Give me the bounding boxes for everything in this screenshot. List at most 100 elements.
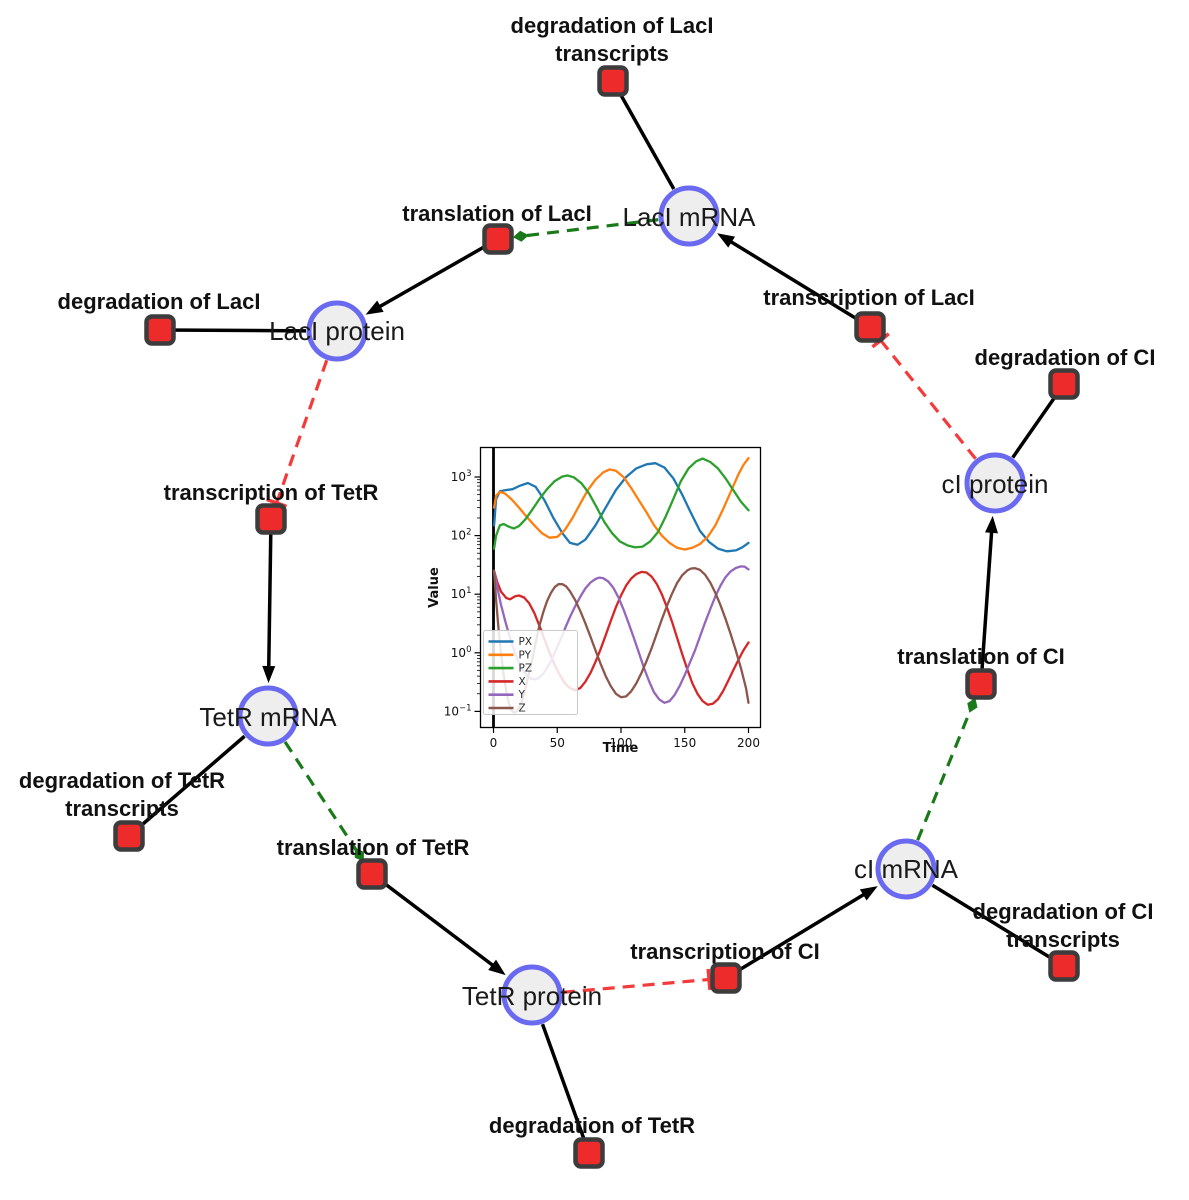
legend-label-Z: Z bbox=[519, 703, 526, 715]
edge-tetr_protein-tc_ci bbox=[562, 968, 712, 994]
edge-laci_protein-deg_laci bbox=[159, 328, 307, 333]
reaction-node-tl_ci bbox=[965, 668, 997, 700]
reaction-label-deg_laci_tx: degradation of LacI bbox=[511, 13, 714, 38]
timeseries-chart: 0 50 100 150 20010−1100101102103TimeValuePXP… bbox=[427, 437, 770, 762]
node-labels: degradation of LacI transcripts translatio… bbox=[19, 13, 1156, 1138]
reaction-label-tc_ci: transcription of CI bbox=[630, 939, 819, 964]
reaction-node-tc_tetr bbox=[255, 503, 287, 535]
species-label-ci_mrna: cI mRNA bbox=[854, 854, 959, 884]
edge-laci_mrna-tl_laci bbox=[512, 218, 659, 242]
edge-tetr_mrna-deg_tetr_tx bbox=[127, 734, 246, 838]
edge-laci_protein-tc_tetr-line bbox=[275, 359, 329, 504]
species-node-ci_mrna bbox=[875, 838, 937, 900]
edge-tl_laci-laci_protein-arrowhead-icon bbox=[365, 300, 384, 315]
reaction-node-tl_laci bbox=[482, 223, 514, 255]
species-node-laci_protein bbox=[306, 300, 368, 362]
edge-tc_ci-ci_mrna-arrowhead-icon bbox=[859, 886, 878, 901]
reaction-label-deg_ci: degradation of CI bbox=[975, 345, 1156, 370]
edge-tl_ci-ci_protein bbox=[979, 515, 999, 685]
species-nodes bbox=[237, 185, 1026, 1026]
edge-ci_protein-tc_laci bbox=[871, 332, 977, 460]
reaction-label-deg_laci_tx: transcripts bbox=[555, 41, 669, 66]
edge-tc_laci-laci_mrna-line bbox=[723, 236, 871, 329]
reaction-label-tl_laci: translation of LacI bbox=[402, 201, 591, 226]
edge-laci_protein-deg_laci-line bbox=[159, 328, 307, 333]
species-node-tetr_mrna bbox=[237, 685, 299, 747]
x-tick-label: 150 bbox=[673, 736, 696, 750]
series-line-X bbox=[492, 569, 750, 706]
reaction-label-tl_ci: translation of CI bbox=[897, 644, 1064, 669]
edge-tl_laci-laci_protein bbox=[365, 237, 499, 315]
reaction-label-deg_ci_tx: transcripts bbox=[1006, 927, 1120, 952]
series-line-PZ bbox=[492, 457, 750, 550]
legend-label-PX: PX bbox=[519, 636, 533, 648]
x-tick-label: 50 bbox=[550, 736, 565, 750]
edge-tetr_protein-deg_tetr-line bbox=[540, 1023, 591, 1154]
edge-tetr_protein-tc_ci-tbar-icon bbox=[706, 968, 712, 991]
reaction-label-deg_tetr_tx: degradation of TetR bbox=[19, 768, 225, 793]
edge-tetr_mrna-tl_tetr-arrowhead-icon bbox=[354, 848, 364, 862]
reaction-label-deg_tetr_tx: transcripts bbox=[65, 796, 179, 821]
edge-ci_mrna-tl_ci-arrowhead-icon bbox=[967, 697, 978, 713]
reaction-node-tc_laci bbox=[854, 311, 886, 343]
edge-tc_tetr-tetr_mrna-arrowhead-icon bbox=[262, 665, 276, 684]
x-axis-label: Time bbox=[603, 741, 639, 756]
edge-tl_tetr-tetr_protein-arrowhead-icon bbox=[488, 959, 506, 976]
edge-tc_laci-laci_mrna bbox=[717, 233, 871, 329]
series-line-PX bbox=[492, 462, 750, 553]
reaction-nodes bbox=[113, 65, 1080, 1169]
edge-ci_mrna-tl_ci-line bbox=[916, 708, 973, 841]
edge-ci_mrna-deg_ci_tx bbox=[931, 883, 1065, 968]
legend-label-Y: Y bbox=[518, 689, 526, 701]
reaction-label-tl_tetr: translation of TetR bbox=[277, 835, 470, 860]
legend-label-PY: PY bbox=[519, 649, 532, 661]
reaction-node-deg_laci bbox=[144, 314, 176, 346]
reaction-label-deg_laci: degradation of LacI bbox=[58, 289, 261, 314]
edge-laci_mrna-tl_laci-arrowhead-icon bbox=[512, 230, 529, 242]
x-tick-label: 0 bbox=[490, 736, 498, 750]
legend-label-X: X bbox=[519, 676, 526, 688]
species-label-laci_mrna: LacI mRNA bbox=[623, 202, 757, 232]
edge-laci_mrna-tl_laci-line bbox=[524, 218, 659, 238]
edge-tl_ci-ci_protein-line bbox=[979, 524, 994, 685]
edge-ci_mrna-tl_ci bbox=[916, 697, 978, 841]
edge-tetr_mrna-tl_tetr-line bbox=[283, 741, 359, 853]
reaction-node-deg_tetr_tx bbox=[113, 820, 145, 852]
species-label-tetr_mrna: TetR mRNA bbox=[199, 702, 337, 732]
species-label-laci_protein: LacI protein bbox=[269, 316, 405, 346]
x-tick-label: 100 bbox=[610, 736, 633, 750]
edge-tc_tetr-tetr_mrna bbox=[262, 518, 276, 684]
reaction-node-tl_tetr bbox=[356, 858, 388, 890]
edge-laci_mrna-deg_laci_tx bbox=[611, 80, 676, 190]
edge-tl_tetr-tetr_protein bbox=[370, 872, 506, 976]
species-node-ci_protein bbox=[964, 452, 1026, 514]
edge-ci_mrna-deg_ci_tx-line bbox=[931, 883, 1065, 968]
species-node-laci_mrna bbox=[658, 185, 720, 247]
edge-tl_ci-ci_protein-arrowhead-icon bbox=[985, 515, 999, 534]
reaction-label-tc_tetr: transcription of TetR bbox=[164, 480, 379, 505]
x-axis: 0 50 100 150 200 bbox=[490, 727, 760, 750]
legend-label-PZ: PZ bbox=[519, 663, 533, 675]
edge-laci_mrna-deg_laci_tx-line bbox=[611, 80, 676, 190]
edge-tl_tetr-tetr_protein-line bbox=[370, 872, 500, 972]
species-node-tetr_protein bbox=[501, 964, 563, 1026]
reaction-node-deg_laci_tx bbox=[597, 65, 629, 97]
reaction-node-deg_ci bbox=[1048, 368, 1080, 400]
species-label-ci_protein: cI protein bbox=[942, 469, 1049, 499]
edge-tl_laci-laci_protein-line bbox=[372, 237, 499, 312]
edges bbox=[127, 80, 1066, 1154]
y-axis-label: Value bbox=[427, 567, 442, 608]
edge-tc_tetr-tetr_mrna-line bbox=[266, 518, 273, 675]
reaction-label-deg_tetr: degradation of TetR bbox=[489, 1113, 695, 1138]
edge-tc_laci-laci_mrna-arrowhead-icon bbox=[717, 233, 736, 248]
edge-tetr_protein-deg_tetr bbox=[540, 1023, 591, 1154]
x-tick-label: 200 bbox=[737, 736, 760, 750]
reaction-label-tc_laci: transcription of LacI bbox=[763, 285, 974, 310]
edge-tetr_protein-tc_ci-line bbox=[562, 977, 710, 994]
reaction-label-deg_ci_tx: degradation of CI bbox=[973, 899, 1154, 924]
edge-tc_ci-ci_mrna-line bbox=[725, 889, 871, 980]
species-label-tetr_protein: TetR protein bbox=[462, 981, 602, 1011]
reaction-node-deg_tetr bbox=[573, 1137, 605, 1169]
edge-tetr_mrna-tl_tetr bbox=[283, 741, 364, 862]
